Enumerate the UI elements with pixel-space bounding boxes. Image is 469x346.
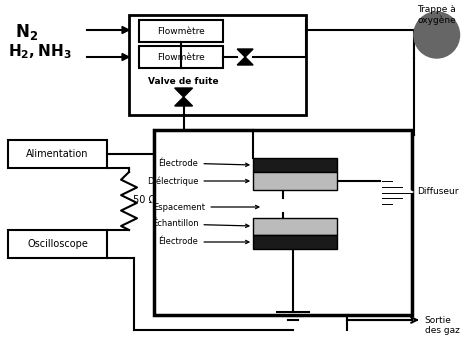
Text: Alimentation: Alimentation [26,149,89,159]
Bar [253,218,337,235]
Text: Échantillon: Échantillon [152,219,249,228]
Polygon shape [122,27,129,34]
Circle shape [414,12,460,58]
Text: Diffuseur: Diffuseur [417,188,458,197]
Bar [253,158,337,172]
Text: Flowmètre: Flowmètre [157,53,204,62]
Text: Diélectrique: Diélectrique [147,176,249,186]
Polygon shape [174,97,193,106]
Text: Électrode: Électrode [159,158,249,167]
Bar [139,46,223,68]
Polygon shape [237,49,253,57]
Text: Flowmètre: Flowmètre [157,27,204,36]
Bar [129,15,306,115]
Polygon shape [382,175,412,209]
Text: $\mathbf{H_2, NH_3}$: $\mathbf{H_2, NH_3}$ [8,42,72,61]
Bar [8,140,107,168]
Polygon shape [174,88,193,97]
Polygon shape [237,57,253,65]
Text: Trappe à
oxygène: Trappe à oxygène [417,5,456,25]
Text: Sortie
des gaz: Sortie des gaz [425,316,460,335]
Text: 50 Ω: 50 Ω [133,195,156,205]
Bar [8,230,107,258]
Text: Valve de fuite: Valve de fuite [148,77,219,86]
Text: Espacement: Espacement [153,202,259,211]
Bar [253,172,337,190]
Polygon shape [122,54,129,61]
Text: $\mathbf{N_2}$: $\mathbf{N_2}$ [15,22,38,42]
Bar [154,130,412,315]
Text: Oscilloscope: Oscilloscope [27,239,88,249]
Bar [253,235,337,249]
Bar [139,20,223,42]
Text: Électrode: Électrode [159,237,249,246]
